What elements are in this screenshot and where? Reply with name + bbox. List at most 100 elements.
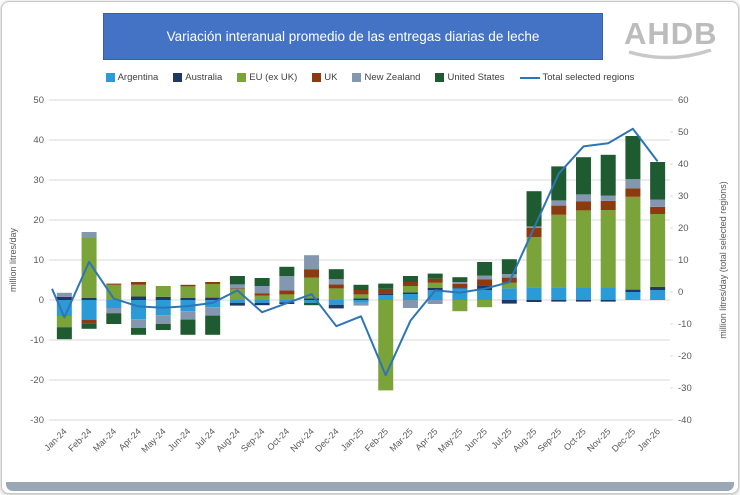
bar-segment-uk (353, 290, 369, 295)
bar-segment-united-states (477, 262, 493, 276)
bar-segment-australia (155, 296, 171, 300)
legend-label: United States (447, 72, 505, 83)
left-axis-tick-label: 0 (39, 295, 44, 306)
legend-item-total-selected-regions: Total selected regions (519, 72, 635, 83)
bar-segment-new-zealand (452, 282, 468, 284)
bar-segment-eu-ex-uk- (526, 237, 542, 288)
bar-segment-united-states (378, 283, 394, 289)
right-axis-title: million litres/day (total selected regio… (718, 181, 728, 339)
bar-segment-eu-ex-uk- (452, 300, 468, 312)
bar-segment-uk (81, 320, 97, 324)
bar-segment-uk (205, 282, 221, 284)
legend-item-uk: UK (312, 72, 337, 83)
bar-segment-eu-ex-uk- (551, 214, 567, 288)
bar-segment-argentina (600, 288, 616, 300)
bar-segment-united-states (402, 276, 418, 282)
bar-segment-eu-ex-uk- (477, 300, 493, 308)
bar-segment-argentina (81, 300, 97, 320)
bar-segment-uk (106, 283, 122, 285)
bar-segment-argentina (452, 288, 468, 300)
bar-segment-australia (353, 298, 369, 300)
left-axis-tick-label: -10 (30, 335, 44, 346)
bar-segment-eu-ex-uk- (427, 282, 443, 288)
bar-segment-argentina (575, 288, 591, 300)
bar-segment-united-states (501, 259, 517, 274)
bar-segment-australia (501, 300, 517, 304)
right-axis-tick-label: -20 (678, 351, 692, 362)
bar-segment-united-states (205, 315, 221, 335)
bar-segment-australia (56, 296, 72, 300)
bar-segment-new-zealand (353, 302, 369, 306)
right-axis-tick-label: 0 (678, 287, 683, 298)
legend-label: UK (324, 72, 338, 83)
bar-segment-australia (650, 286, 666, 290)
x-axis-label: Aug-24 (214, 426, 242, 454)
bar-segment-united-states (304, 302, 320, 306)
bar-segment-new-zealand (180, 311, 196, 320)
bar-segment-united-states (452, 277, 468, 282)
x-axis-label: Feb-24 (66, 426, 93, 453)
x-axis-label: Mar-24 (91, 426, 118, 453)
legend-swatch-icon (352, 73, 362, 82)
bar-segment-new-zealand (402, 300, 418, 308)
bar-segment-new-zealand (650, 199, 666, 207)
bar-segment-new-zealand (229, 284, 245, 289)
legend-item-new-zealand: New Zealand (352, 72, 420, 83)
bar-segment-eu-ex-uk- (81, 238, 97, 298)
bar-segment-uk (551, 205, 567, 215)
right-axis-tick-label: 40 (678, 159, 689, 170)
ahdb-logo: AHDB (624, 16, 718, 67)
legend-label: EU (ex UK) (249, 72, 298, 83)
bar-segment-australia (254, 302, 270, 306)
bar-segment-australia (229, 302, 245, 306)
bar-segment-united-states (625, 136, 641, 180)
bar-segment-uk (279, 290, 295, 295)
bar-segment-argentina (254, 300, 270, 303)
legend: Argentina Australia EU (ex UK) UK New Zealan… (2, 72, 738, 83)
bar-segment-argentina (304, 300, 320, 303)
right-axis-tick-label: 10 (678, 255, 689, 266)
bar-segment-uk (180, 284, 196, 287)
right-axis-tick-label: 20 (678, 223, 689, 234)
bar-segment-australia (131, 296, 147, 300)
bar-segment-eu-ex-uk- (180, 286, 196, 298)
bar-segment-new-zealand (106, 308, 122, 314)
bar-segment-new-zealand (131, 319, 147, 328)
bar-segment-australia (551, 300, 567, 302)
bar-segment-new-zealand (328, 279, 344, 285)
bar-segment-argentina (279, 300, 295, 303)
bar-segment-eu-ex-uk- (106, 284, 122, 300)
bar-segment-united-states (650, 162, 666, 200)
bar-segment-australia (378, 293, 394, 296)
x-axis-label: Sep-25 (536, 426, 564, 454)
left-axis-tick-label: -30 (30, 415, 44, 426)
bar-segment-australia (625, 289, 641, 292)
bar-segment-eu-ex-uk- (402, 286, 418, 293)
right-axis-tick-label: -10 (678, 319, 692, 330)
chart-title-box: Variación interanual promedio de las ent… (103, 13, 603, 60)
bar-segment-uk (600, 200, 616, 210)
bar-segment-argentina (650, 290, 666, 300)
x-axis-label: Nov-25 (585, 426, 613, 454)
bar-segment-new-zealand (279, 276, 295, 291)
right-axis-tick-label: 50 (678, 127, 689, 138)
bar-segment-united-states (131, 328, 147, 335)
legend-label: Argentina (117, 72, 159, 83)
bar-segment-uk (254, 293, 270, 296)
bar-segment-eu-ex-uk- (205, 284, 221, 298)
bottom-bar (6, 482, 734, 491)
bar-segment-united-states (56, 327, 72, 340)
ahdb-logo-swoosh-icon (628, 48, 712, 60)
bar-segment-eu-ex-uk- (131, 284, 147, 297)
ahdb-logo-text: AHDB (624, 16, 718, 51)
bar-segment-new-zealand (477, 275, 493, 280)
x-axis-label: May-24 (139, 426, 167, 454)
bar-segment-uk (328, 284, 344, 289)
bar-segment-argentina (501, 288, 517, 300)
x-axis-label: May-25 (436, 426, 464, 454)
bar-segment-united-states (353, 284, 369, 290)
bar-segment-argentina (625, 292, 641, 300)
bar-segment-uk (526, 228, 542, 238)
legend-label: Total selected regions (542, 72, 635, 83)
